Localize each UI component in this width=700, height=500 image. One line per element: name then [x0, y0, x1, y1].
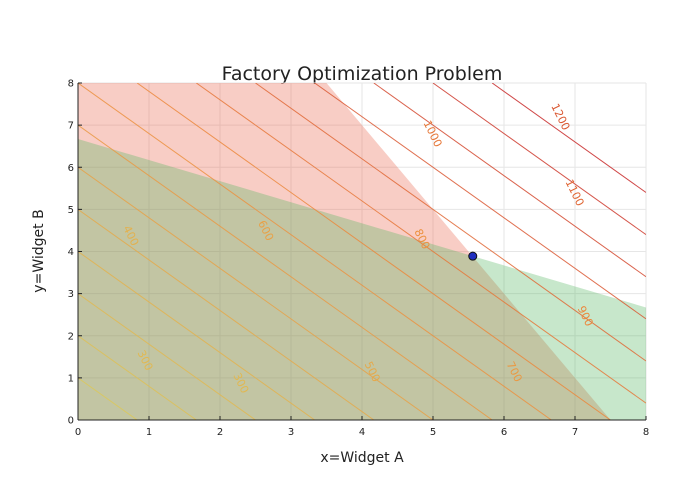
contour-label: 1000	[421, 118, 445, 149]
contour-line-500	[78, 208, 375, 420]
objective-contours	[78, 83, 646, 420]
chart-title: Factory Optimization Problem	[222, 63, 503, 85]
optimum-point	[468, 251, 478, 261]
contour-line-1200	[314, 83, 646, 320]
x-tick-label: 6	[501, 427, 507, 438]
contour-line-900	[136, 83, 611, 420]
contour-line-100	[78, 377, 138, 420]
contour-line-200	[78, 335, 197, 420]
feasible-regions	[78, 83, 646, 420]
contour-line-400	[78, 251, 315, 420]
y-axis-label: y=Widget B	[31, 209, 47, 292]
y-tick-label: 5	[68, 205, 74, 216]
y-tick-label: 3	[68, 289, 74, 300]
x-tick-label: 3	[288, 427, 294, 438]
contour-line-1500	[491, 83, 646, 193]
x-tick-label: 4	[359, 427, 365, 438]
contour-line-1000	[196, 83, 646, 404]
optimum-layer	[468, 251, 478, 261]
y-tick-label: 2	[68, 331, 74, 342]
contour-line-800	[78, 83, 552, 420]
contour-line-1400	[432, 83, 646, 236]
x-tick-label: 0	[75, 427, 81, 438]
contour-line-300	[78, 293, 256, 420]
y-tick-label: 6	[68, 163, 74, 174]
x-tick-label: 1	[146, 427, 152, 438]
contour-line-1300	[373, 83, 646, 278]
contour-label: 1100	[563, 177, 587, 208]
x-tick-label: 5	[430, 427, 436, 438]
x-tick-label: 8	[643, 427, 649, 438]
constraint-green-region	[78, 139, 646, 420]
x-tick-label: 2	[217, 427, 223, 438]
tick-labels: 0 1 2 3 4 5 6 7 8 0 1 2 3 4 5 6 7 8	[68, 79, 650, 439]
contour-line-700	[78, 124, 493, 420]
x-axis-label: x=Widget A	[320, 450, 404, 466]
y-tick-label: 7	[68, 121, 74, 132]
y-tick-label: 0	[68, 416, 74, 427]
y-tick-label: 4	[68, 247, 74, 258]
constraint-red-region	[78, 83, 611, 420]
y-tick-label: 8	[68, 79, 74, 90]
x-tick-label: 7	[572, 427, 578, 438]
y-tick-label: 1	[68, 373, 74, 384]
contour-line-600	[78, 166, 434, 420]
contour-label: 1200	[548, 101, 572, 132]
contour-line-1100	[255, 83, 646, 362]
